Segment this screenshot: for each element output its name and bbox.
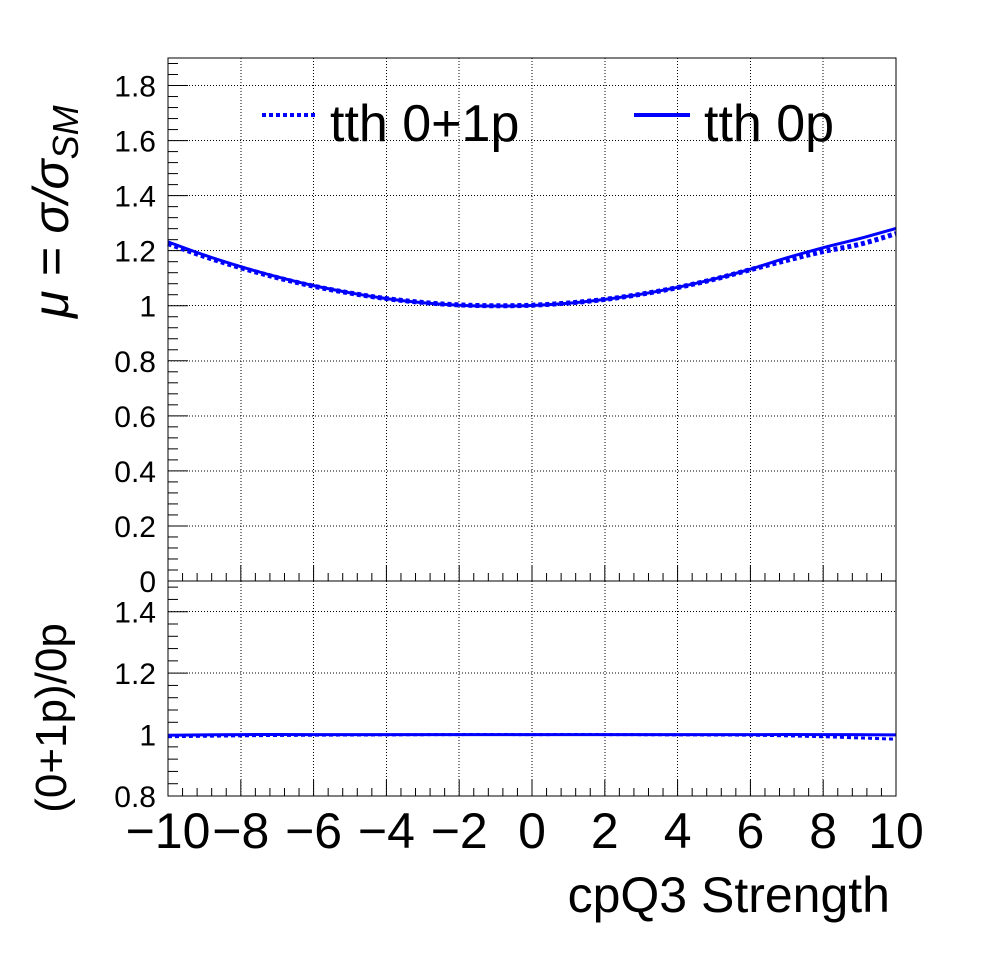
main-y-axis-title: μ = σ/σSM	[23, 105, 86, 320]
x-tick-label: −6	[285, 803, 342, 859]
x-tick-label: 10	[868, 803, 924, 859]
x-tick-label: −2	[431, 803, 488, 859]
x-tick-labels: −10 −8 −6 −4 −2 0 2 4 6 8 10	[126, 803, 924, 859]
ratio-y-axis-title: (0+1p)/0p	[27, 623, 76, 813]
ratio-axis-ticks	[167, 586, 897, 797]
legend: tth 0+1p tth 0p	[262, 95, 834, 153]
ratio-y-tick-label: 1	[139, 720, 156, 753]
main-gridlines	[168, 58, 896, 581]
series-line-tth-0p	[167, 226, 897, 308]
main-y-tick-label: 0	[139, 566, 156, 599]
main-y-tick-labels: 0 0.2 0.4 0.6 0.8 1 1.2 1.4 1.6 1.8	[114, 71, 156, 599]
main-y-tick-label: 0.4	[114, 456, 156, 489]
ratio-gridlines	[168, 581, 896, 796]
main-y-tick-label: 0.2	[114, 511, 156, 544]
ratio-line-solid	[167, 733, 897, 737]
ratio-y-tick-label: 0.8	[114, 781, 156, 814]
x-tick-label: 8	[809, 803, 837, 859]
main-series-group	[167, 226, 897, 309]
ratio-y-tick-labels: 0.8 1 1.2 1.4	[114, 597, 156, 814]
main-y-tick-label: 1	[139, 291, 156, 324]
main-y-tick-label: 0.6	[114, 401, 156, 434]
main-y-tick-label: 1.6	[114, 126, 156, 159]
x-tick-label: −8	[212, 803, 269, 859]
main-y-tick-label: 1.4	[114, 181, 156, 214]
x-tick-label: 6	[736, 803, 764, 859]
x-axis-title: cpQ3 Strength	[568, 867, 890, 923]
main-y-tick-label: 1.2	[114, 236, 156, 269]
main-y-tick-label: 1.8	[114, 71, 156, 104]
ratio-y-tick-label: 1.2	[114, 658, 156, 691]
x-tick-label: −4	[358, 803, 415, 859]
x-tick-label: −10	[126, 803, 211, 859]
legend-label-tth-0+1p: tth 0+1p	[330, 95, 519, 153]
x-tick-label: 0	[518, 803, 546, 859]
x-tick-label: 4	[664, 803, 692, 859]
ratio-series-group	[167, 733, 897, 741]
legend-label-tth-0p: tth 0p	[704, 95, 834, 153]
ratio-plot-frame	[167, 580, 897, 797]
main-y-tick-label: 0.8	[114, 346, 156, 379]
x-tick-label: 2	[591, 803, 619, 859]
ratio-y-tick-label: 1.4	[114, 597, 156, 630]
